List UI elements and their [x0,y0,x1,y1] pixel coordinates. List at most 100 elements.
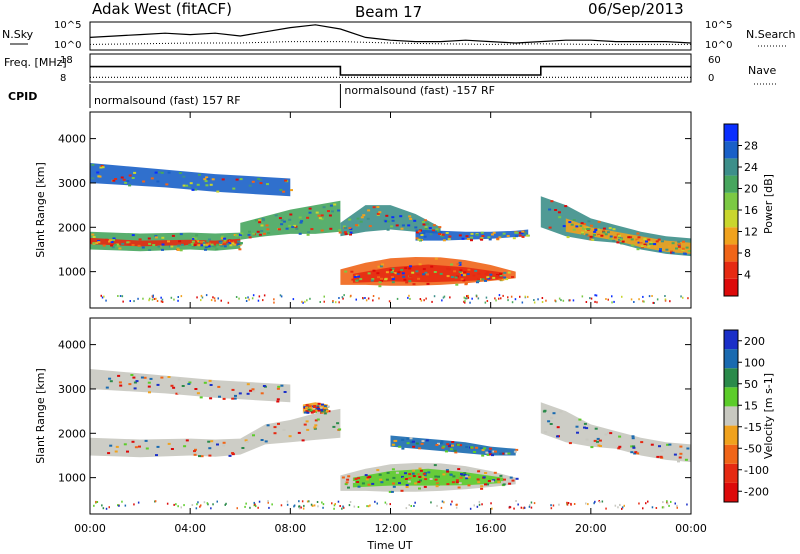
power-ground-89 [101,296,104,299]
velocity-ground-134 [166,502,169,505]
power-speck-7-7 [636,248,640,251]
power-speck-9-27 [194,188,198,191]
velocity-speck-1-48 [423,485,427,488]
power-speck-5-40 [344,227,348,229]
power-cbar-cell-8 [724,141,738,159]
power-cbar-label-5: 24 [744,161,758,174]
velocity-speck-1-10 [405,484,409,487]
velocity-speck-3-29 [451,441,455,443]
velocity-speck-4-36 [595,442,599,445]
velocity-ground-155 [585,502,587,505]
velocity-speck-3-37 [415,442,419,445]
velocity-speck-2-27 [357,477,361,480]
velocity-speck-3-17 [501,452,505,455]
power-speck-0-41 [148,249,152,251]
power-speck-3-19 [377,265,381,268]
power-speck-9-22 [239,178,243,181]
power-speck-1-58 [110,244,114,247]
velocity-ground-86 [587,503,589,506]
power-speck-7-17 [597,220,601,223]
velocity-speck-4-44 [632,446,636,449]
velocity-cbar-cell-7 [724,349,738,369]
power-ground-15 [653,302,655,304]
power-ground-108 [562,299,565,302]
velocity-ground-20 [451,500,453,503]
power-ground-40 [510,295,513,298]
velocity-speck-2-46 [446,483,450,486]
velocity-ground-71 [271,503,273,506]
velocity-speck-5-35 [234,394,237,397]
velocity-speck-1-8 [419,469,423,472]
power-speck-8-6 [671,251,675,254]
power-ground-96 [594,300,596,303]
power-ground-151 [541,301,544,303]
power-speck-4-44 [477,272,481,275]
power-speck-7-8 [677,240,681,243]
velocity-speck-1-57 [466,469,469,472]
power-speck-4-45 [405,281,409,284]
velocity-speck-4-21 [660,449,664,452]
power-speck-9-34 [248,184,252,187]
power-ground-88 [129,300,131,302]
power-speck-8-0 [653,245,657,248]
velocity-speck-0-11 [200,455,204,458]
velocity-ground-104 [621,506,624,509]
power-ground-33 [656,298,659,301]
power-speck-2-37 [306,233,310,236]
power-cbar-cell-3 [724,227,738,245]
power-ground-49 [273,301,275,304]
power-ground-179 [161,301,164,303]
velocity-speck-1-53 [503,478,506,481]
cpid-segment-0: normalsound (fast) 157 RF [94,94,241,107]
velocity-ground-135 [342,505,344,508]
power-speck-2-13 [338,229,342,232]
power-speck-2-11 [247,233,251,236]
velocity-ground-168 [105,507,108,510]
velocity-speck-1-16 [344,483,348,486]
velocity-speck-0-54 [193,450,196,453]
velocity-ground-51 [384,501,387,504]
power-ground-148 [651,295,653,297]
velocity-speck-6-54 [309,409,313,412]
power-speck-8-49 [667,245,671,248]
power-ground-118 [205,294,208,297]
power-speck-7-38 [579,224,583,227]
power-ground-110 [652,301,654,304]
power-speck-5-49 [359,220,363,223]
power-speck-9-20 [124,181,128,184]
power-speck-1-48 [191,240,195,243]
velocity-speck-0-5 [145,447,149,450]
velocity-speck-2-34 [465,477,469,480]
power-speck-4-16 [476,280,480,283]
power-y-label: Slant Range [km] [34,162,47,258]
velocity-speck-1-38 [499,474,503,477]
power-speck-5-56 [348,227,352,230]
velocity-speck-6-59 [307,408,311,411]
velocity-ground-176 [206,502,209,505]
velocity-speck-4-11 [618,435,622,438]
power-speck-7-56 [580,222,584,225]
velocity-ground-112 [133,503,135,506]
power-speck-5-18 [401,224,405,227]
power-speck-0-15 [223,239,227,242]
power-speck-2-23 [338,231,342,234]
power-speck-2-7 [248,230,251,233]
power-speck-8-9 [604,233,608,236]
power-speck-4-26 [501,278,505,281]
velocity-ground-7 [443,501,445,504]
velocity-ground-178 [661,506,664,509]
velocity-speck-3-54 [494,450,497,453]
velocity-ground-106 [530,501,533,504]
power-ground-62 [585,301,588,303]
velocity-speck-5-29 [209,397,213,400]
power-speck-5-36 [416,231,419,234]
power-speck-5-27 [438,226,442,229]
velocity-ground-102 [550,504,552,507]
velocity-speck-1-13 [493,471,497,474]
power-ground-152 [180,295,183,298]
velocity-ground-10 [175,503,177,506]
velocity-ground-53 [343,506,345,509]
velocity-speck-1-29 [347,486,350,489]
velocity-ground-101 [293,504,296,507]
power-ground-20 [319,301,321,303]
